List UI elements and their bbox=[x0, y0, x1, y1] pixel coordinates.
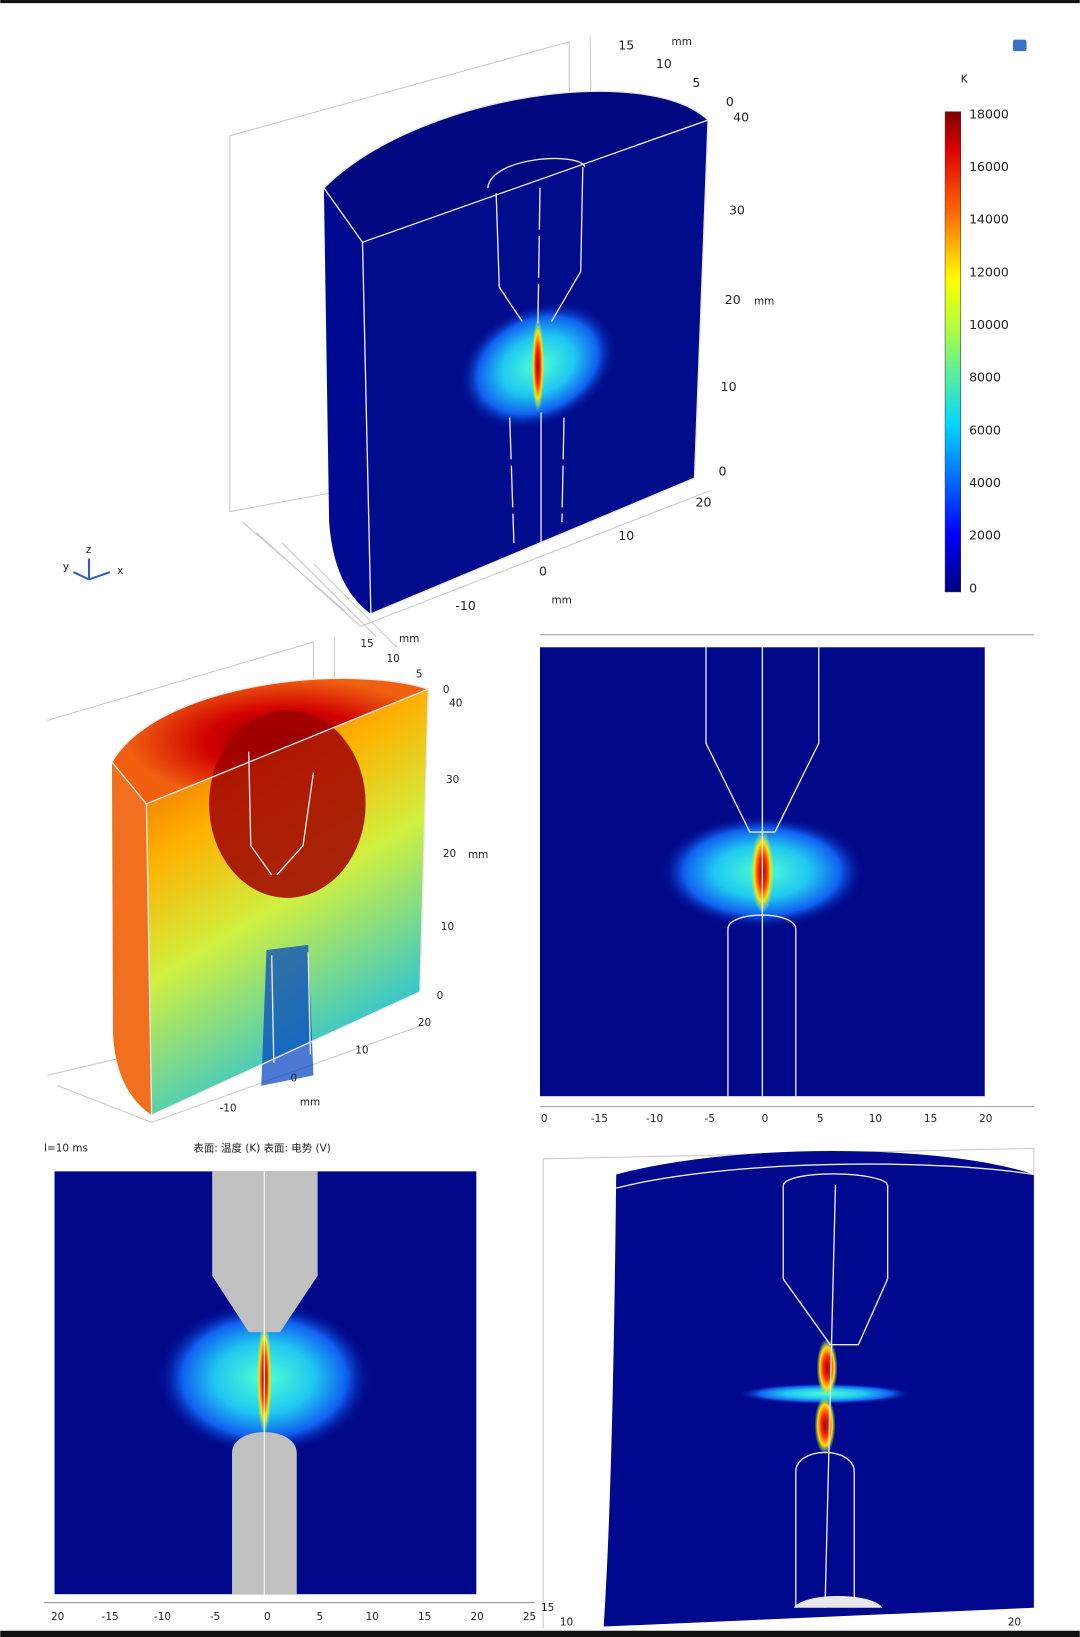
z-unit: mm bbox=[468, 849, 488, 861]
colorbar-unit: K bbox=[961, 73, 969, 85]
y-tick-label: 15 bbox=[541, 1602, 554, 1614]
triad-label: y bbox=[63, 561, 69, 573]
y-tick-label: 0 bbox=[726, 94, 734, 109]
triad-label: z bbox=[86, 544, 92, 556]
legend-label: 表面: 温度 (K) 表面: 电势 (V) bbox=[193, 1141, 330, 1154]
x-tick-label: 5 bbox=[317, 1611, 324, 1623]
panel-3d-potential: 15 10 5 0 mm 40 30 20 mm 10 0 20 10 0 -1… bbox=[47, 633, 488, 1123]
panel-3d-cut: 15 10 20 bbox=[541, 1147, 1035, 1629]
y-tick-label: 10 bbox=[387, 653, 400, 665]
x-tick-label: 5 bbox=[817, 1113, 824, 1125]
y-tick-label: 10 bbox=[560, 1616, 573, 1628]
colorbar-tick-label: 18000 bbox=[969, 106, 1009, 121]
y-tick-label: 5 bbox=[416, 668, 423, 680]
x-tick-label: 10 bbox=[869, 1113, 882, 1125]
z-tick-label: 40 bbox=[733, 109, 749, 124]
panel-2d-temperature: 0 -15 -10 -5 0 5 10 15 20 bbox=[540, 634, 1034, 1125]
y-tick-label: 15 bbox=[360, 638, 373, 650]
y-tick-label: 5 bbox=[692, 75, 700, 90]
colorbar-tick-label: 12000 bbox=[969, 264, 1009, 279]
x-tick-label: 0 bbox=[541, 1113, 548, 1125]
z-tick-label: 0 bbox=[719, 463, 727, 478]
colorbar-tick-label: 8000 bbox=[969, 370, 1001, 385]
colorbar-tick-label: 0 bbox=[969, 580, 977, 595]
time-label: l=10 ms bbox=[44, 1142, 88, 1154]
x-tick-label: -15 bbox=[591, 1113, 608, 1125]
z-tick-label: 20 bbox=[443, 848, 456, 860]
x-unit: mm bbox=[551, 594, 571, 606]
x-tick-label: -5 bbox=[210, 1611, 220, 1623]
x-tick-label: 0 bbox=[539, 564, 547, 579]
x-tick-label: 15 bbox=[924, 1113, 937, 1125]
x-tick-label: 0 bbox=[264, 1611, 271, 1623]
colorbar: K 18000 16000 14000 12000 10000 8000 6000 4000 2… bbox=[944, 73, 1009, 595]
x-tick-label: 15 bbox=[418, 1611, 431, 1623]
z-tick-label: 30 bbox=[729, 202, 745, 217]
colorbar-tick-label: 16000 bbox=[969, 159, 1009, 174]
window-icon[interactable] bbox=[1012, 39, 1027, 52]
x-tick-label: 20 bbox=[1008, 1616, 1021, 1628]
colorbar-tick-label: 14000 bbox=[969, 212, 1009, 227]
x-tick-label: 10 bbox=[618, 528, 634, 543]
x-unit: mm bbox=[300, 1096, 320, 1108]
z-tick-label: 10 bbox=[721, 379, 737, 394]
x-tick-label: 20 bbox=[979, 1113, 992, 1125]
x-tick-label: 10 bbox=[355, 1044, 368, 1056]
x-tick-label: 0 bbox=[762, 1113, 769, 1125]
x-tick-label: -5 bbox=[705, 1113, 715, 1125]
x-tick-label: -10 bbox=[455, 598, 475, 613]
colorbar-tick-label: 2000 bbox=[969, 528, 1001, 543]
x-tick-label: 25 bbox=[523, 1611, 536, 1623]
x-tick-label: 20 bbox=[418, 1017, 431, 1029]
y-tick-label: 15 bbox=[618, 37, 634, 52]
z-tick-label: 20 bbox=[725, 292, 741, 307]
x-tick-label: 20 bbox=[51, 1611, 64, 1623]
z-tick-label: 30 bbox=[446, 774, 459, 786]
y-tick-label: 10 bbox=[656, 56, 672, 71]
x-tick-label: -10 bbox=[646, 1113, 663, 1125]
colorbar-tick-label: 10000 bbox=[969, 317, 1009, 332]
x-tick-label: -10 bbox=[219, 1103, 236, 1115]
y-unit: mm bbox=[399, 633, 419, 645]
x-tick-label: 20 bbox=[470, 1611, 483, 1623]
x-tick-label: -15 bbox=[102, 1611, 119, 1623]
x-tick-label: -10 bbox=[154, 1611, 171, 1623]
triad-label: x bbox=[117, 565, 123, 577]
x-tick-label: 20 bbox=[696, 495, 712, 510]
y-tick-label: 0 bbox=[443, 684, 450, 696]
z-tick-label: 10 bbox=[441, 921, 454, 933]
panel-3d-temperature: 15 10 5 0 mm 40 30 20 mm 10 0 20 10 0 -1… bbox=[63, 36, 1027, 648]
panel-2d-overlay: l=10 ms 表面: 温度 (K) 表面: 电势 (V) 20 -15 -10 -5… bbox=[44, 1141, 536, 1623]
z-tick-label: 40 bbox=[449, 698, 462, 710]
colorbar-tick-label: 6000 bbox=[969, 422, 1001, 437]
x-tick-label: 0 bbox=[290, 1072, 297, 1084]
x-tick-label: 10 bbox=[366, 1611, 379, 1623]
y-unit: mm bbox=[672, 36, 692, 48]
z-tick-label: 0 bbox=[437, 990, 444, 1002]
colorbar-tick-label: 4000 bbox=[969, 475, 1001, 490]
z-unit: mm bbox=[754, 296, 774, 308]
